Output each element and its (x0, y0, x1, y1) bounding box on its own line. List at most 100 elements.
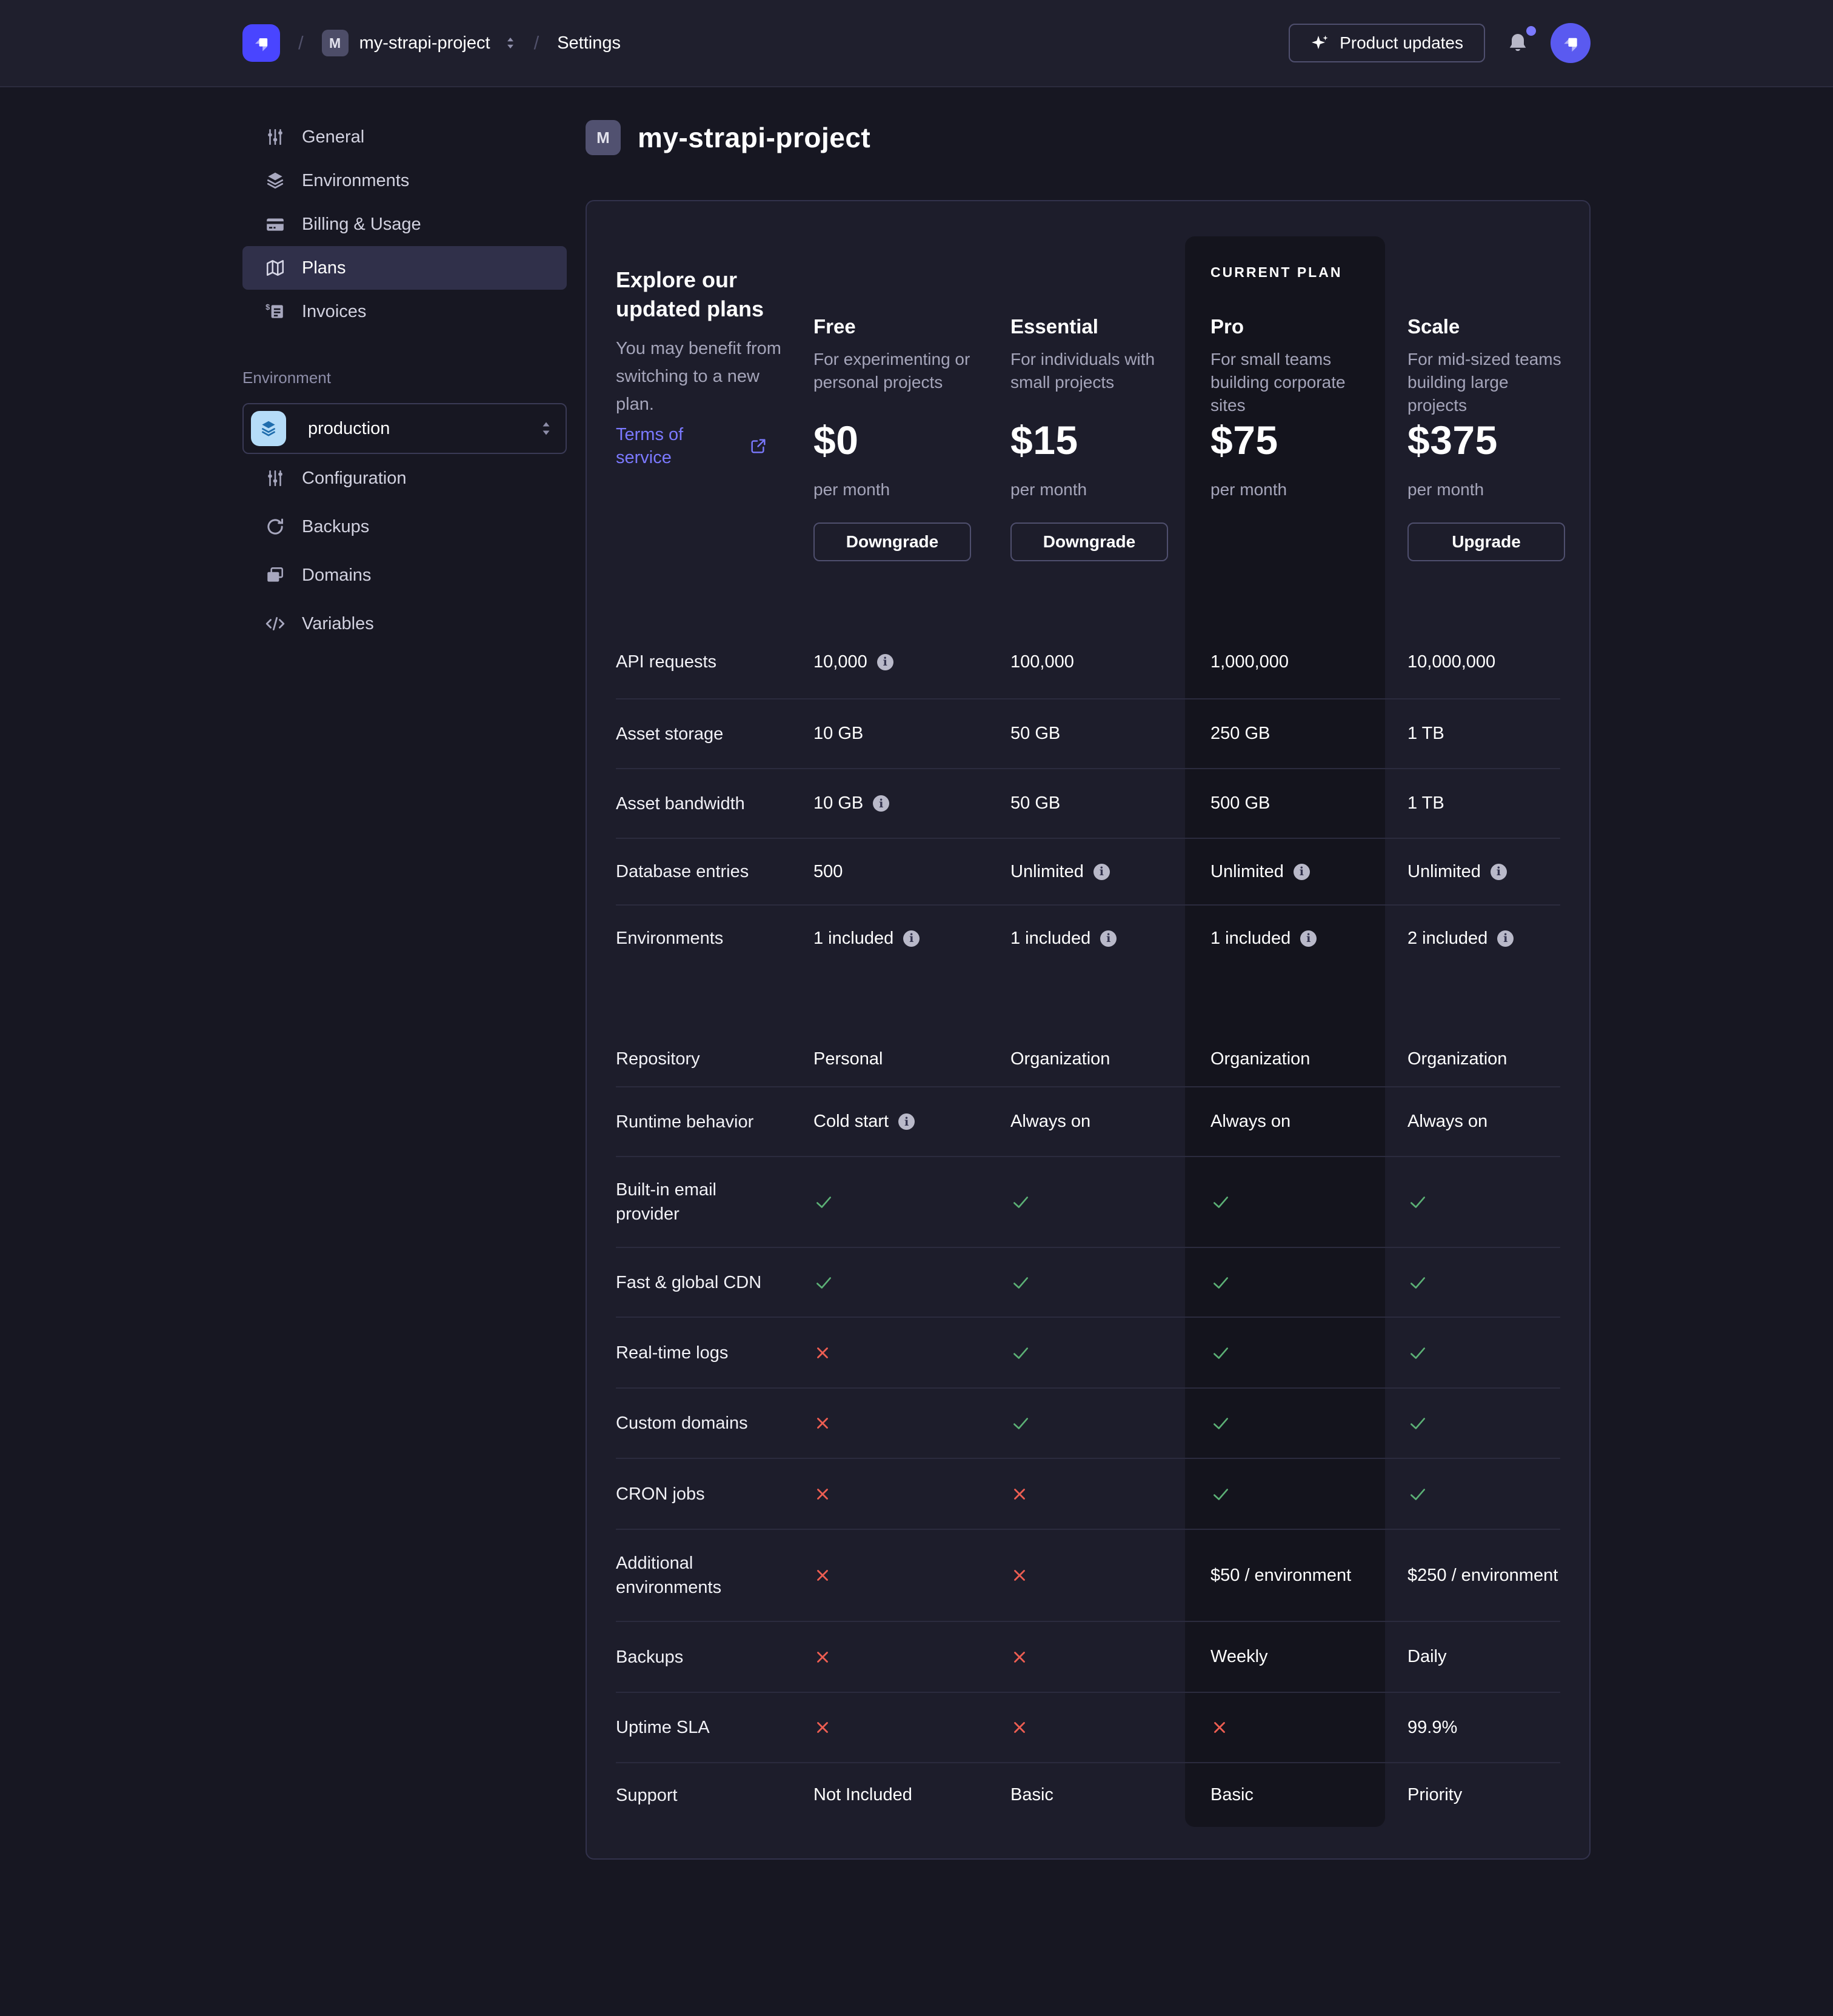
sidebar-item-billing-usage[interactable]: Billing & Usage (242, 202, 567, 246)
downgrade-button-essential[interactable]: Downgrade (1010, 522, 1168, 561)
plan-price: $375 (1407, 418, 1498, 462)
feature-value-text: 10,000,000 (1407, 652, 1496, 672)
feature-value-text: Basic (1210, 1785, 1254, 1804)
feature-value-text: Personal (813, 1049, 883, 1069)
feature-label: Real-time logs (616, 1343, 729, 1363)
feature-value-text: Daily (1407, 1647, 1447, 1666)
feature-value (1407, 1272, 1563, 1293)
check-icon (1411, 1347, 1425, 1359)
feature-label: Custom domains (616, 1414, 748, 1433)
info-icon[interactable]: i (1100, 930, 1117, 947)
check-icon (1013, 1347, 1028, 1359)
environment-select-value: production (308, 418, 390, 438)
sidebar-item-configuration[interactable]: Configuration (242, 454, 567, 502)
terms-of-service-label: Terms of service (616, 425, 684, 467)
feature-value-text: Not Included (813, 1785, 912, 1804)
plan-column-scale: Scale For mid-sized teams building large… (1407, 230, 1565, 626)
feature-value: Unlimited i (1210, 862, 1407, 882)
breadcrumb-project-switcher[interactable]: M my-strapi-project (321, 30, 516, 56)
sliders-icon (264, 468, 286, 489)
feature-value (813, 1192, 1010, 1212)
info-icon[interactable]: i (1300, 930, 1317, 947)
feature-value-text: 2 included (1407, 928, 1488, 948)
feature-value-text: Unlimited (1407, 861, 1481, 881)
info-icon[interactable]: i (1093, 863, 1110, 880)
feature-value-text: Always on (1407, 1112, 1488, 1131)
sidebar-item-label: Plans (302, 258, 346, 278)
feature-value-text: 250 GB (1210, 724, 1270, 743)
feature-label: Additional environments (616, 1554, 722, 1597)
project-name: my-strapi-project (359, 33, 490, 53)
feature-value: 500 (813, 862, 1010, 882)
feature-value: Always on (1407, 1112, 1563, 1132)
check-icon (1411, 1488, 1425, 1500)
feature-value: 1 included i (1210, 929, 1407, 949)
check-icon (1411, 1277, 1425, 1289)
plan-description: For small teams building corporate sites (1210, 350, 1346, 415)
strapi-logo[interactable] (242, 24, 280, 62)
terms-of-service-link[interactable]: Terms of service (616, 423, 767, 469)
feature-value: 1,000,000 (1210, 652, 1407, 672)
plans-card: Explore our updated plans You may benefi… (586, 200, 1591, 1860)
notification-dot (1526, 26, 1536, 36)
sidebar-item-general[interactable]: General (242, 115, 567, 159)
sidebar-item-environments[interactable]: Environments (242, 159, 567, 202)
feature-value-text: 500 (813, 861, 843, 881)
cross-icon (1014, 1570, 1025, 1581)
feature-value: Basic (1210, 1785, 1407, 1805)
cross-icon (817, 1347, 828, 1358)
info-icon[interactable]: i (873, 795, 890, 812)
environment-section-label: Environment (242, 369, 331, 387)
info-icon[interactable]: i (1497, 930, 1514, 947)
downgrade-button-free[interactable]: Downgrade (813, 522, 971, 561)
notifications-button[interactable] (1503, 26, 1536, 58)
upgrade-button-scale[interactable]: Upgrade (1407, 522, 1565, 561)
product-updates-button[interactable]: Product updates (1289, 24, 1485, 62)
plan-description: For individuals with small projects (1010, 350, 1155, 392)
feature-value-text: 99.9% (1407, 1717, 1458, 1737)
feature-label: Uptime SLA (616, 1718, 710, 1737)
plans-intro-description: You may benefit from switching to a new … (616, 339, 781, 414)
feature-value-text: 1 TB (1407, 724, 1444, 743)
environment-select[interactable]: production (242, 403, 567, 454)
info-icon[interactable]: i (1490, 863, 1507, 880)
account-avatar[interactable] (1551, 23, 1591, 63)
chevron-updown-icon (540, 419, 552, 438)
sidebar-item-label: Billing & Usage (302, 214, 421, 234)
chevron-updown-icon (505, 35, 516, 51)
sidebar-item-backups[interactable]: Backups (242, 502, 567, 551)
windows-icon (264, 565, 286, 586)
feature-row: Database entries 500 Unlimited i Unlimited i U… (616, 838, 1560, 904)
info-icon[interactable]: i (898, 1113, 915, 1130)
sidebar-item-domains[interactable]: Domains (242, 551, 567, 599)
check-icon (1214, 1418, 1228, 1429)
plan-description: For experimenting or personal projects (813, 350, 970, 392)
page-header: M my-strapi-project (586, 120, 870, 155)
cross-icon (1014, 1488, 1025, 1500)
sidebar-item-plans[interactable]: Plans (242, 246, 567, 290)
info-icon[interactable]: i (1293, 863, 1310, 880)
feature-value: Always on (1210, 1112, 1407, 1132)
feature-value: 99.9% (1407, 1718, 1563, 1738)
feature-value: 1 included i (813, 929, 1010, 949)
check-icon (1214, 1277, 1228, 1289)
sidebar-nav: General Environments Billing & Usage Pla… (242, 115, 567, 333)
info-icon[interactable]: i (903, 930, 920, 947)
feature-row: Custom domains (616, 1387, 1560, 1458)
sidebar-item-variables[interactable]: Variables (242, 599, 567, 648)
check-icon (1013, 1277, 1028, 1289)
feature-value (1210, 1718, 1407, 1737)
sparkles-icon (1312, 35, 1328, 49)
feature-value: Unlimited i (1010, 862, 1210, 882)
feature-value-text: 50 GB (1010, 724, 1061, 743)
plan-price: $0 (813, 418, 859, 462)
feature-value: Always on (1010, 1112, 1210, 1132)
feature-label: Support (616, 1785, 678, 1805)
feature-value: $50 / environment (1210, 1566, 1407, 1586)
breadcrumb-settings[interactable]: Settings (557, 33, 621, 53)
feature-row: Runtime behavior Cold start i Always on Alwa… (616, 1086, 1560, 1156)
feature-row: Support Not Included Basic Basic Priority (616, 1762, 1560, 1827)
invoice-icon: $ (264, 301, 286, 322)
sidebar-item-invoices[interactable]: $ Invoices (242, 290, 567, 333)
info-icon[interactable]: i (876, 653, 893, 670)
